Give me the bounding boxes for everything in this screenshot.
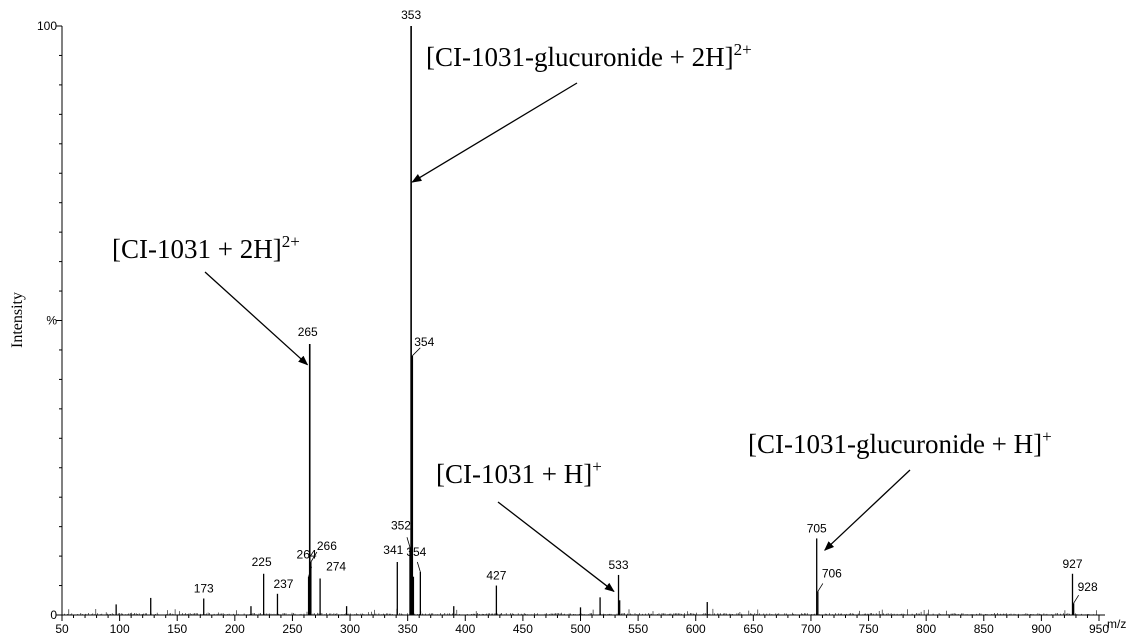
leader-361	[416, 561, 421, 573]
x-tick-label-150: 150	[167, 622, 187, 636]
peak-label-265: 265	[298, 325, 318, 339]
annotation-arrow	[824, 469, 911, 551]
x-tick-label-200: 200	[225, 622, 245, 636]
x-tick-label-750: 750	[859, 622, 879, 636]
leader-928	[1073, 595, 1079, 604]
y-tick-label-100: 100	[37, 19, 57, 33]
annotation-arrow	[411, 82, 578, 183]
x-tick-label-100: 100	[110, 622, 130, 636]
annotation-label: [CI-1031-glucuronide + H]+	[748, 427, 1052, 459]
annotation-arrow	[204, 271, 309, 366]
y-tick-label-%: %	[46, 314, 57, 328]
x-tick-label-50: 50	[55, 622, 69, 636]
leader-354	[411, 347, 421, 357]
x-tick-label-550: 550	[628, 622, 648, 636]
peak-label-341: 341	[383, 543, 403, 557]
leader-264	[308, 566, 312, 577]
x-tick-label-900: 900	[1031, 622, 1051, 636]
peaks	[115, 26, 1075, 615]
annotations: [CI-1031 + 2H]2+ [CI-1031-glucuronide + 2…	[112, 40, 1052, 593]
annotation-label: [CI-1031 + 2H]2+	[112, 232, 300, 264]
peak-label-354: 354	[414, 335, 434, 349]
leader-706	[817, 583, 824, 592]
x-tick-label-500: 500	[570, 622, 590, 636]
peak-label-264: 264	[297, 548, 317, 562]
x-tick-label-950: 950	[1089, 622, 1109, 636]
peak-label-274: 274	[326, 559, 346, 573]
x-tick-label-300: 300	[340, 622, 360, 636]
y-tick-label-0: 0	[50, 608, 57, 622]
x-tick-label-850: 850	[974, 622, 994, 636]
peak-label-173: 173	[194, 582, 214, 596]
x-tick-label-450: 450	[513, 622, 533, 636]
y-ticks: 0% 100	[37, 19, 62, 622]
x-tick-label-600: 600	[686, 622, 706, 636]
x-tick-label-350: 350	[398, 622, 418, 636]
peak-label-225: 225	[252, 555, 272, 569]
peak-label-361: 354	[406, 545, 426, 559]
annotation-label: [CI-1031-glucuronide + 2H]2+	[426, 40, 752, 72]
x-ticks: 50 100 150 200 250 300 350 400 450 500 550 600 650 70…	[55, 615, 1109, 636]
x-tick-label-250: 250	[282, 622, 302, 636]
y-axis-title: Intensity	[9, 292, 26, 348]
leader-352	[406, 537, 411, 548]
peak-label-927: 927	[1062, 557, 1082, 571]
peak-label-705: 705	[807, 521, 827, 535]
x-tick-label-700: 700	[801, 622, 821, 636]
peak-label-353: 353	[401, 8, 421, 22]
peak-label-928: 928	[1078, 580, 1098, 594]
axes	[61, 26, 1105, 616]
peak-label-352: 352	[391, 518, 411, 532]
peak-label-533: 533	[609, 558, 629, 572]
x-axis-title: m/z	[1107, 617, 1126, 631]
peak-label-706: 706	[822, 566, 842, 580]
x-tick-label-400: 400	[455, 622, 475, 636]
peak-label-237: 237	[273, 577, 293, 591]
annotation-label: [CI-1031 + H]+	[436, 457, 602, 489]
x-tick-label-650: 650	[743, 622, 763, 636]
peak-label-266: 266	[317, 539, 337, 553]
annotation-arrow	[497, 501, 615, 593]
leader-266	[310, 551, 318, 563]
peak-label-427: 427	[486, 569, 506, 583]
x-tick-label-800: 800	[916, 622, 936, 636]
